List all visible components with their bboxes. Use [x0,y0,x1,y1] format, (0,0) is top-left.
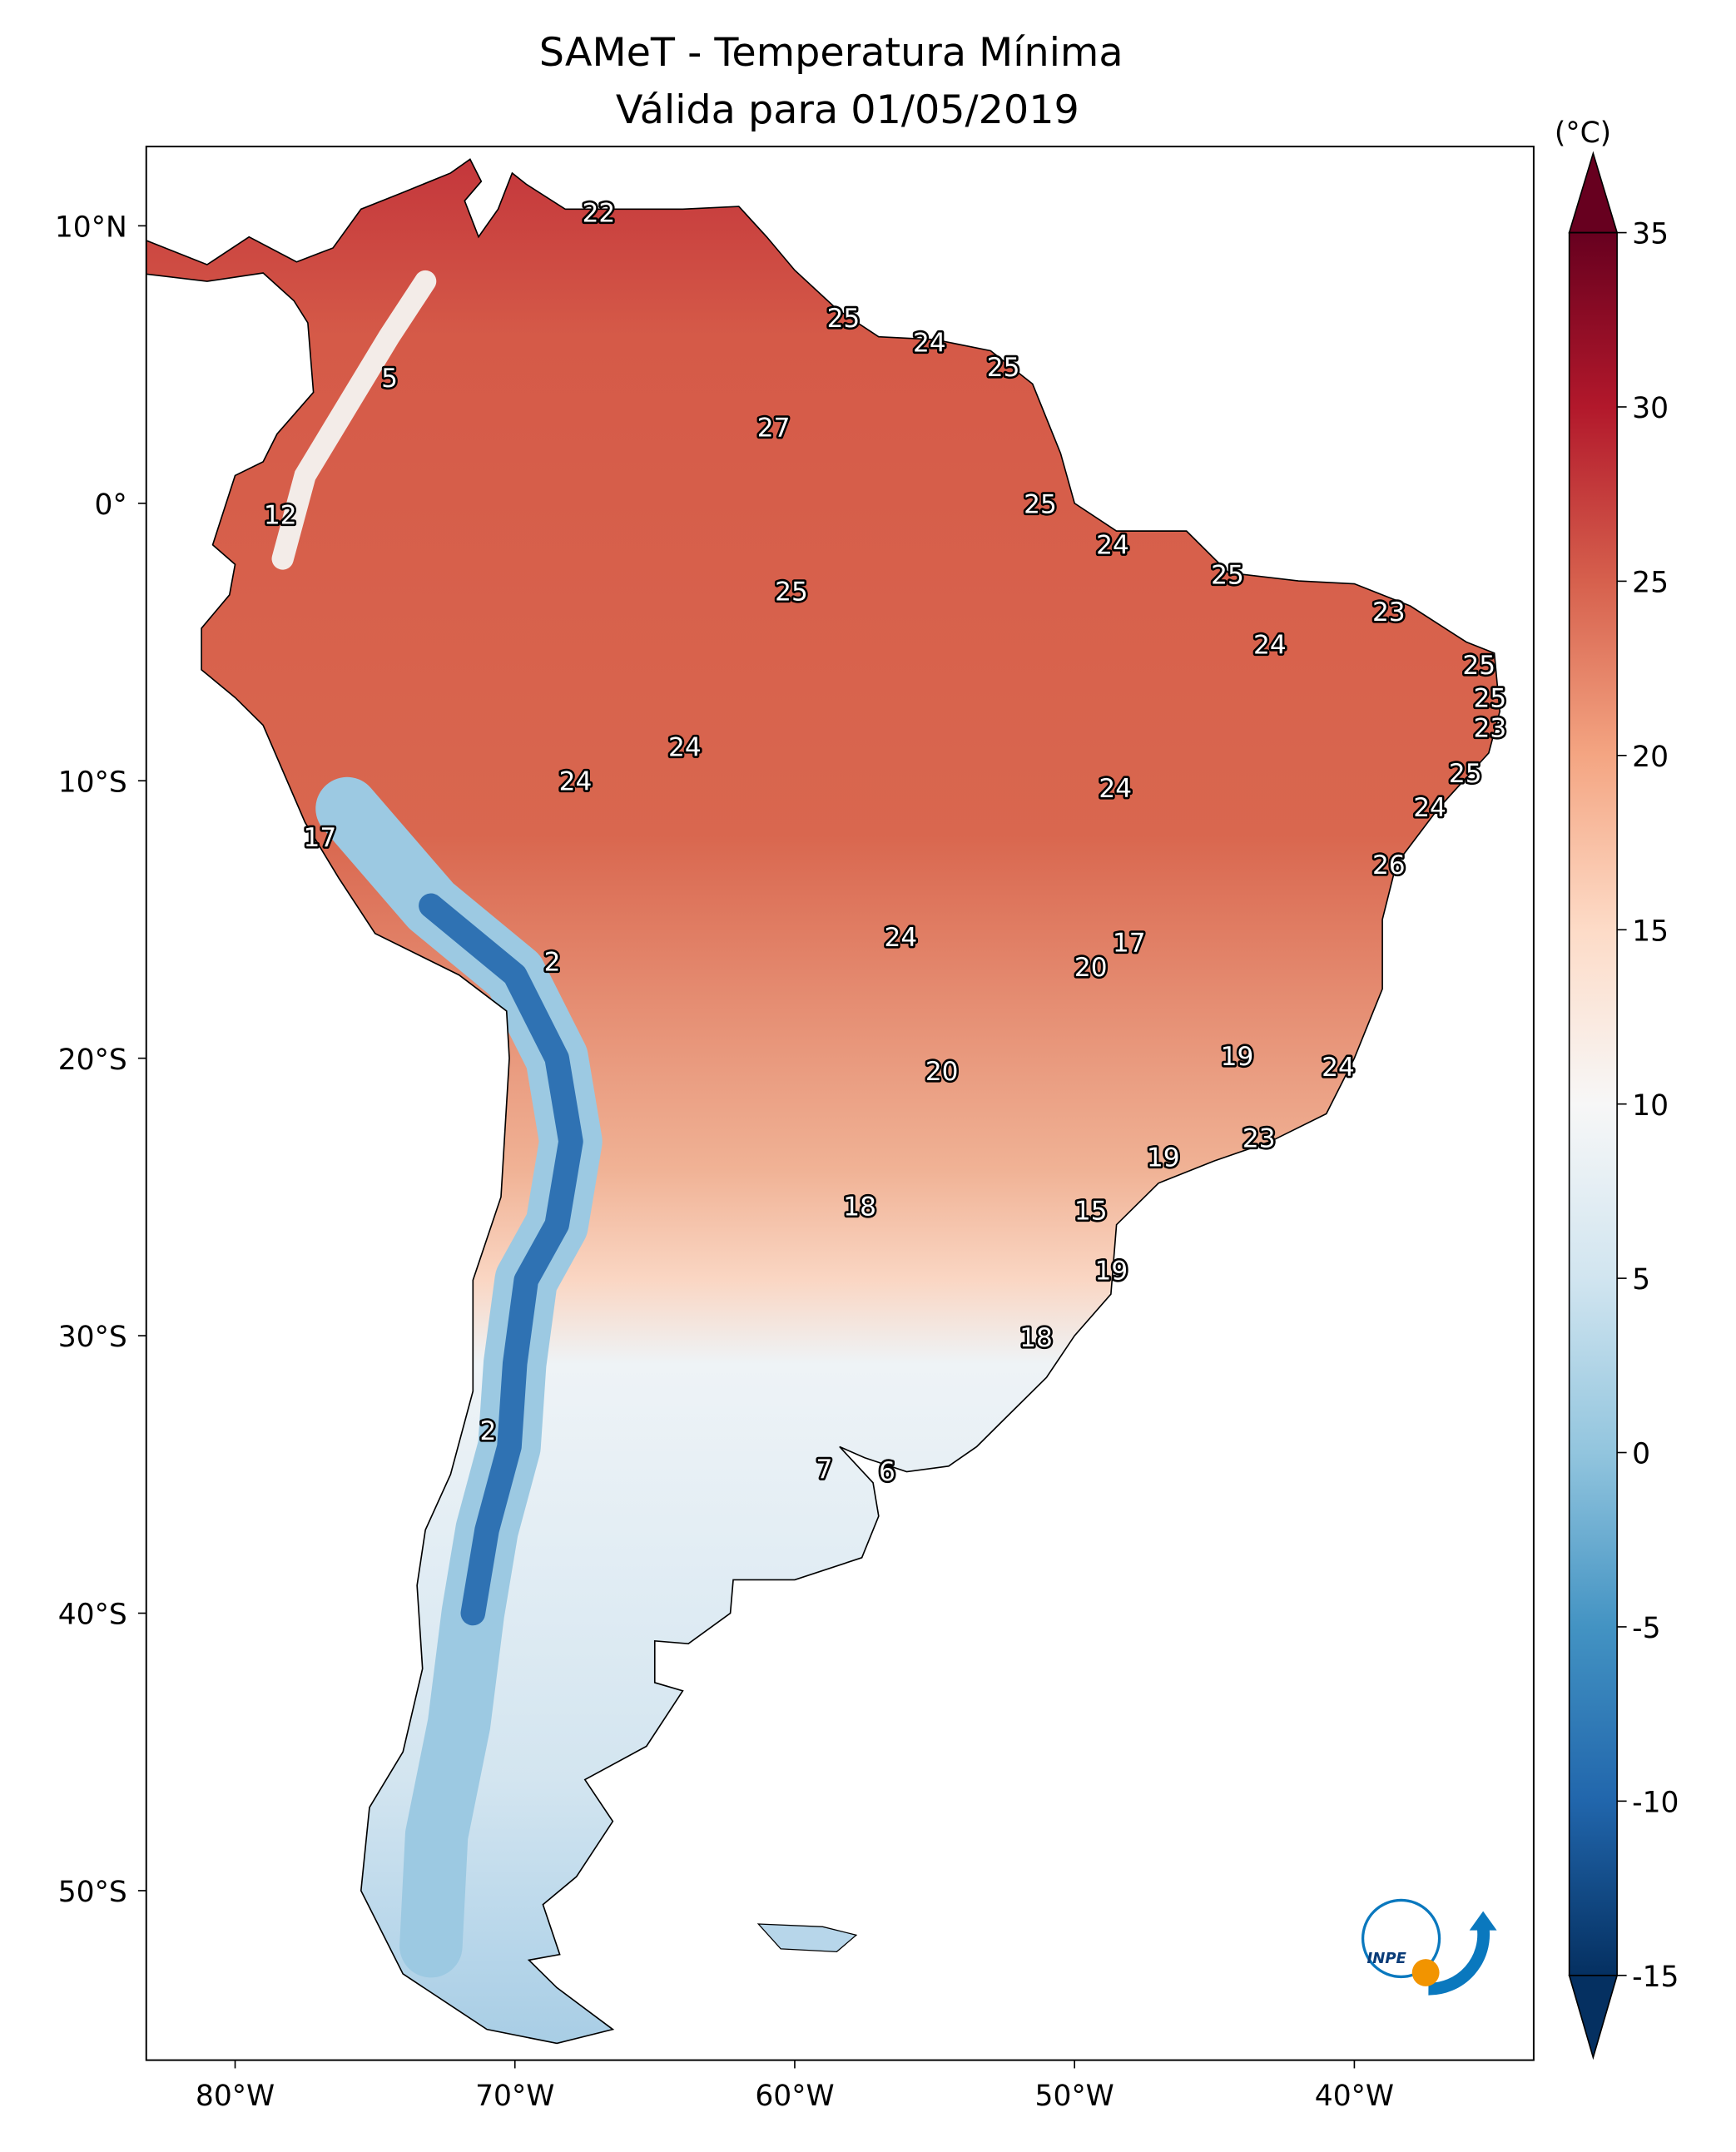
station-value-label: 26 [1372,850,1406,880]
station-value-label: 18 [843,1193,876,1222]
logo-arc [1428,1926,1490,1996]
logo-sun [1411,1959,1440,1986]
station-value-label: 25 [1449,759,1482,789]
latitude-tick-label: 50°S [58,1876,127,1909]
station-value-label: 24 [885,923,918,953]
station-value-label: 25 [775,577,808,607]
latitude-axis: 10°N 0° 10°S 20°S 30°S 40°S 50°S [55,211,146,1909]
station-value-label: 24 [668,733,702,763]
station-value-label: 7 [816,1455,833,1485]
colorbar-tick-label: 0 [1632,1438,1650,1471]
longitude-tick-label: 40°W [1315,2080,1394,2113]
colorbar-tick-label: 15 [1632,915,1669,948]
station-value-label: 23 [1242,1123,1276,1153]
station-value-label: 24 [1099,774,1132,804]
station-value-label: 25 [1211,561,1244,591]
station-value-label: 19 [1095,1257,1128,1287]
station-value-label: 19 [1221,1042,1254,1072]
latitude-tick-label: 10°N [55,211,127,244]
station-value-label: 25 [1024,489,1057,519]
logo-arrow-icon [1469,1911,1497,1931]
colorbar-extend-max [1568,151,1619,234]
station-value-label: 6 [879,1457,895,1487]
colorbar-tick-label: -10 [1632,1786,1679,1819]
colorbar-tick-label: 35 [1632,218,1669,251]
station-value-label: 25 [1474,684,1507,714]
station-value-label: 25 [827,304,861,334]
station-value-label: 25 [1462,651,1495,681]
colorbar-tick-label: -15 [1632,1961,1679,1994]
station-value-label: 5 [381,364,398,394]
station-value-label: 12 [264,500,297,530]
andes-coldest-band [419,893,583,1626]
station-value-label: 24 [559,767,593,797]
map-title-line1: SAMeT - Temperatura Mínima [539,30,1123,76]
map-frame [145,146,1535,2061]
logo-ring [1361,1898,1441,1979]
station-value-label: 2 [479,1416,496,1446]
latitude-tick-label: 30°S [58,1321,127,1354]
station-value-label: 24 [913,328,946,358]
station-value-label: 24 [1413,793,1446,823]
station-value-label: 19 [1147,1143,1180,1173]
station-value-label: 17 [304,823,337,853]
station-value-label: 17 [1113,929,1146,959]
latitude-tick-label: 20°S [58,1044,127,1077]
longitude-axis: 80°W 70°W 60°W 50°W 40°W [196,2060,1394,2113]
colorbar: 35 30 25 20 15 10 5 0 -5 -10 -15 (°C) [1555,117,1679,2060]
logo-text: INPE [1367,1950,1407,1967]
station-value-label: 18 [1019,1323,1053,1353]
station-value-label: 24 [1096,531,1129,561]
colorbar-tick-label: 25 [1632,567,1669,600]
longitude-tick-label: 80°W [196,2080,275,2113]
station-value-label: 22 [583,198,616,228]
colombia-andes-band [271,270,437,570]
colorbar-tick-label: 10 [1632,1089,1669,1123]
inpe-logo: INPE [1361,1898,1497,1996]
colorbar-tick-label: 20 [1632,741,1669,774]
colorbar-unit: (°C) [1555,117,1611,150]
colorbar-tick-label: 5 [1632,1263,1650,1297]
colorbar-extend-min [1568,1974,1619,2060]
latitude-tick-label: 0° [95,488,127,522]
falkland-islands [756,1923,858,1953]
latitude-tick-label: 10°S [58,766,127,799]
station-value-label: 23 [1372,598,1406,627]
station-value-label: 20 [925,1057,959,1087]
colorbar-tick-label: 30 [1632,392,1669,425]
station-value-label: 24 [1322,1053,1355,1083]
colorbar-gradient [1569,232,1618,1976]
station-value-label: 25 [987,353,1020,383]
longitude-tick-label: 70°W [475,2080,554,2113]
longitude-tick-label: 60°W [755,2080,834,2113]
longitude-tick-label: 50°W [1035,2080,1114,2113]
latitude-tick-label: 40°S [58,1599,127,1632]
colorbar-tick-label: -5 [1632,1612,1660,1645]
colorbar-ticks: 35 30 25 20 15 10 5 0 -5 -10 -15 [1617,218,1679,1994]
station-value-label: 27 [757,413,791,443]
station-value-label: 23 [1474,714,1507,744]
coastline [146,158,1501,2045]
map-title-line2: Válida para 01/05/2019 [616,87,1079,133]
station-value-label: 24 [1253,630,1287,660]
station-value-label: 2 [544,948,561,978]
station-value-label: 20 [1074,953,1108,983]
station-value-label: 15 [1074,1196,1108,1226]
